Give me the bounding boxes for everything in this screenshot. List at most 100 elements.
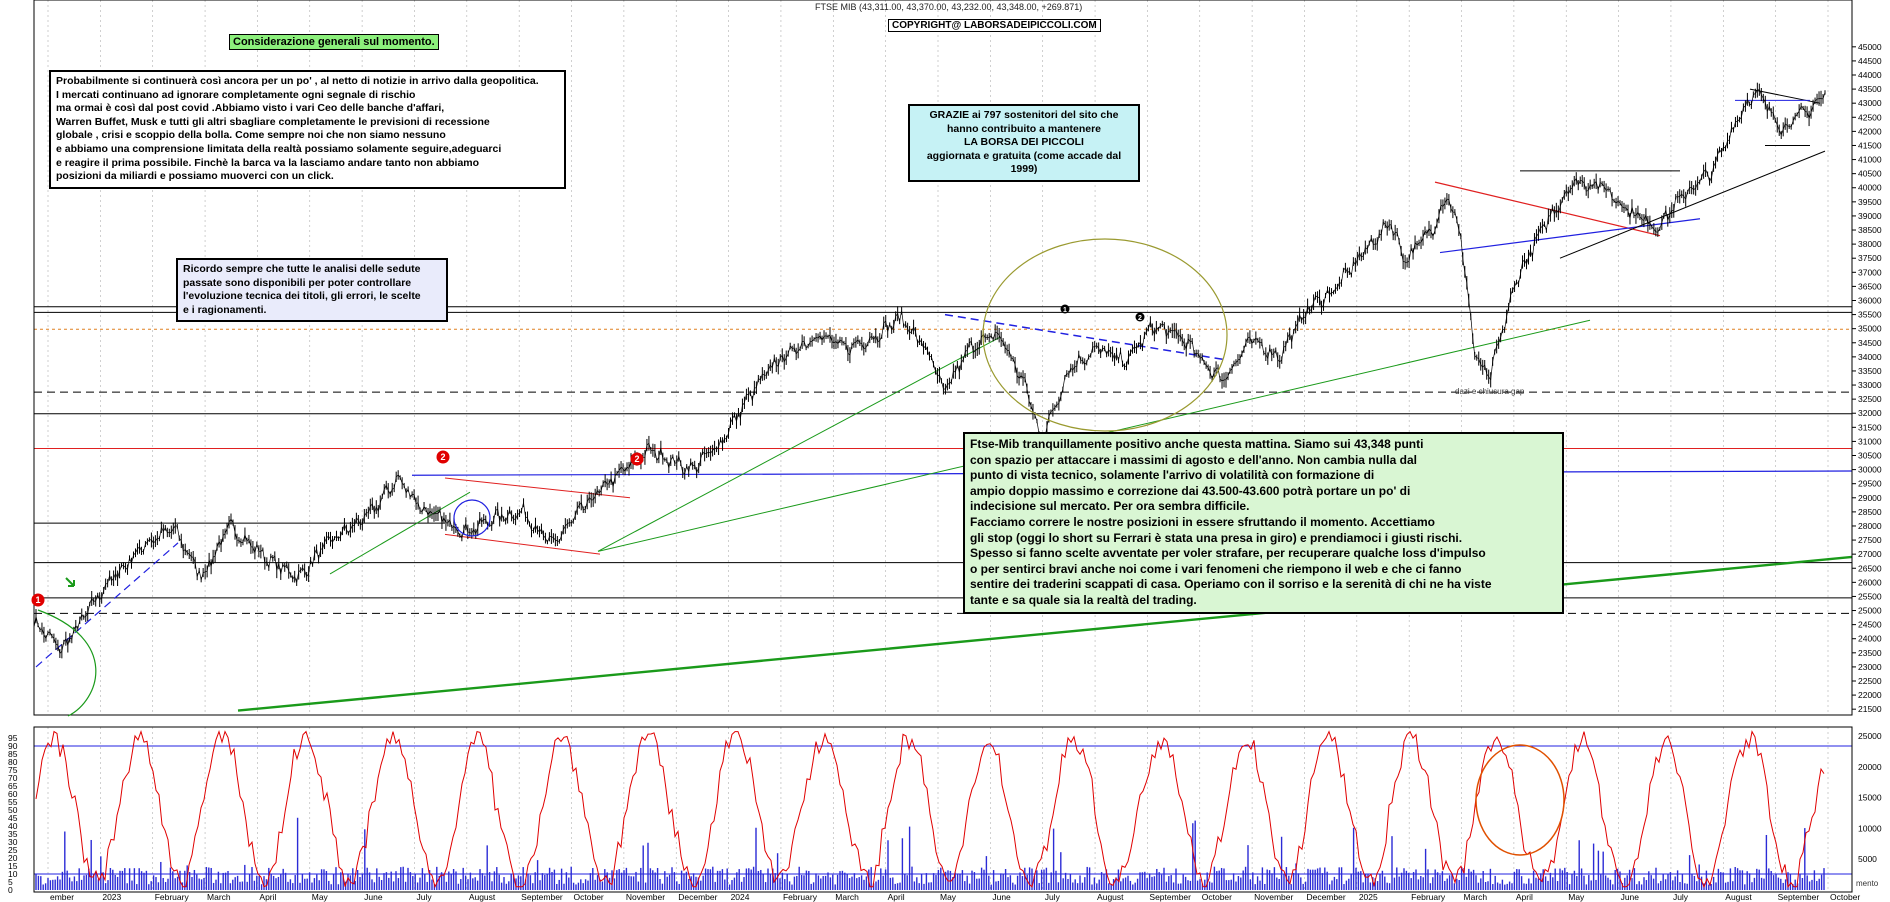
x-tick-label: November: [626, 892, 665, 902]
y-tick-label: 34500: [1858, 338, 1882, 348]
trend-line: [1439, 218, 1701, 254]
osc-tick-label: 70: [8, 773, 18, 783]
y-tick-label: 27000: [1858, 549, 1882, 559]
y-tick-label: 35500: [1858, 310, 1882, 320]
arrow-icon: [65, 577, 75, 587]
y-tick-label: 37500: [1858, 253, 1882, 263]
x-tick-label: August: [469, 892, 496, 902]
y-tick-label: 30500: [1858, 451, 1882, 461]
y-tick-label: 23500: [1858, 648, 1882, 658]
quote-header: FTSE MIB (43,311.00, 43,370.00, 43,232.0…: [815, 2, 1083, 12]
oscillator-panel: [34, 729, 1852, 890]
y-tick-label: 22500: [1858, 676, 1882, 686]
y-tick-label: 34000: [1858, 352, 1882, 362]
wave-marker-label: 2: [1138, 315, 1142, 322]
axes: 2150022000225002300023500240002450025000…: [8, 0, 1882, 902]
wave-marker: [630, 452, 644, 466]
trend-line: [444, 533, 601, 555]
reminder-note: Ricordo sempre che tutte le analisi dell…: [176, 258, 448, 323]
wave-marker-label: 1: [35, 595, 40, 605]
osc-tick-label: 35: [8, 829, 18, 839]
x-tick-label: July: [1045, 892, 1061, 902]
y-tick-label: 26000: [1858, 577, 1882, 587]
osc-tick-label: 0: [8, 885, 13, 895]
x-tick-label: ember: [50, 892, 74, 902]
x-tick-label: August: [1097, 892, 1124, 902]
trend-line: [944, 313, 1226, 361]
x-tick-label: September: [521, 892, 563, 902]
oscillator-highlight-circle: [1475, 744, 1565, 856]
volume-tick-label: 15000: [1858, 793, 1882, 803]
y-tick-label: 45000: [1858, 42, 1882, 52]
price-line: [33, 89, 1826, 655]
osc-tick-label: 25: [8, 845, 18, 855]
osc-tick-label: 20: [8, 853, 18, 863]
volume-tick-label: 5000: [1858, 854, 1877, 864]
x-tick-label: February: [1411, 892, 1446, 902]
oscillator-frame: [33, 726, 1853, 893]
y-tick-label: 30000: [1858, 465, 1882, 475]
y-tick-label: 41500: [1858, 140, 1882, 150]
x-tick-label: 2025: [1359, 892, 1378, 902]
y-tick-label: 26500: [1858, 563, 1882, 573]
y-tick-label: 36000: [1858, 295, 1882, 305]
highlight-ellipse: [982, 238, 1228, 432]
y-tick-label: 43000: [1858, 98, 1882, 108]
osc-tick-label: 55: [8, 797, 18, 807]
trend-line: [444, 477, 631, 499]
y-tick-label: 31500: [1858, 422, 1882, 432]
y-tick-label: 37000: [1858, 267, 1882, 277]
wave-marker: [31, 593, 45, 607]
osc-tick-label: 90: [8, 741, 18, 751]
price-frame: [33, 0, 1853, 716]
osc-tick-label: 10: [8, 869, 18, 879]
x-tick-label: February: [155, 892, 190, 902]
y-tick-label: 33500: [1858, 366, 1882, 376]
x-tick-label: March: [835, 892, 859, 902]
y-tick-label: 24500: [1858, 620, 1882, 630]
x-tick-label: November: [1254, 892, 1293, 902]
analysis-note: Ftse-Mib tranquillamente positivo anche …: [963, 432, 1564, 614]
x-tick-label: August: [1725, 892, 1752, 902]
osc-tick-label: 15: [8, 861, 18, 871]
banner-title: Considerazione generali sul momento.: [229, 34, 439, 50]
volume-tick-label: 10000: [1858, 823, 1882, 833]
x-tick-label: July: [416, 892, 432, 902]
y-tick-label: 31000: [1858, 436, 1882, 446]
y-tick-label: 44000: [1858, 70, 1882, 80]
gap-label: dazi e chiusura gap: [1455, 387, 1525, 396]
y-tick-label: 44500: [1858, 56, 1882, 66]
y-tick-label: 28000: [1858, 521, 1882, 531]
trend-line: [1434, 181, 1661, 237]
oscillator-line: [35, 729, 1825, 889]
x-tick-label: 2023: [102, 892, 121, 902]
wave-marker-label: 2: [440, 452, 445, 462]
x-tick-label: October: [574, 892, 604, 902]
trend-line: [597, 336, 1001, 552]
osc-tick-label: 50: [8, 805, 18, 815]
y-tick-label: 39500: [1858, 197, 1882, 207]
x-tick-label: February: [783, 892, 818, 902]
x-tick-label: March: [1464, 892, 1488, 902]
x-tick-label: June: [992, 892, 1011, 902]
panel-extra-label: mento: [1856, 879, 1879, 888]
trend-line: [329, 491, 471, 575]
highlight-circle: [453, 499, 491, 537]
y-tick-label: 41000: [1858, 155, 1882, 165]
x-tick-label: October: [1202, 892, 1232, 902]
x-tick-label: July: [1673, 892, 1689, 902]
y-tick-label: 23000: [1858, 662, 1882, 672]
x-tick-label: October: [1830, 892, 1860, 902]
y-tick-label: 24000: [1858, 634, 1882, 644]
y-tick-label: 36500: [1858, 281, 1882, 291]
trend-line: [1559, 150, 1826, 259]
x-tick-label: September: [1778, 892, 1820, 902]
y-tick-label: 32000: [1858, 408, 1882, 418]
volume-tick-label: 25000: [1858, 731, 1882, 741]
osc-tick-label: 85: [8, 749, 18, 759]
osc-tick-label: 65: [8, 781, 18, 791]
y-tick-label: 35000: [1858, 324, 1882, 334]
x-tick-label: June: [364, 892, 383, 902]
osc-tick-label: 45: [8, 813, 18, 823]
